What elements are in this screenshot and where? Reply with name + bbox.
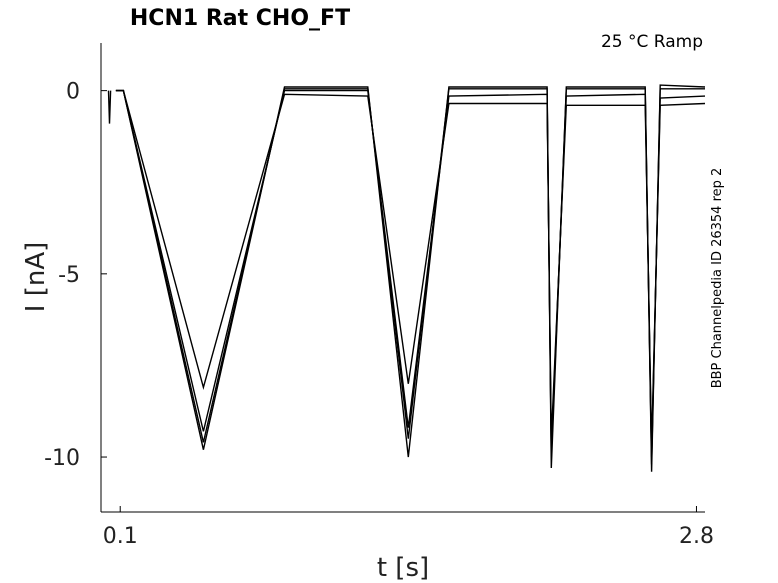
y-tick-label: -5 (58, 263, 80, 288)
x-tick-label: 0.1 (103, 524, 138, 549)
trace-artifact (107, 90, 112, 124)
x-ticks: 0.1 2.8 (103, 506, 714, 549)
x-axis-label: t [s] (377, 553, 429, 583)
y-axis-label: I [nA] (21, 242, 51, 312)
side-label: BBP Channelpedia ID 26354 rep 2 (710, 168, 725, 389)
y-tick-label: 0 (66, 80, 80, 105)
x-tick-label: 2.8 (679, 524, 714, 549)
condition-annotation: 25 °C Ramp (601, 32, 703, 52)
traces (107, 84, 706, 472)
chart-title: HCN1 Rat CHO_FT (130, 6, 350, 31)
y-tick-label: -10 (44, 446, 80, 471)
y-ticks: 0 -5 -10 (44, 80, 107, 471)
trace-4 (115, 89, 706, 447)
